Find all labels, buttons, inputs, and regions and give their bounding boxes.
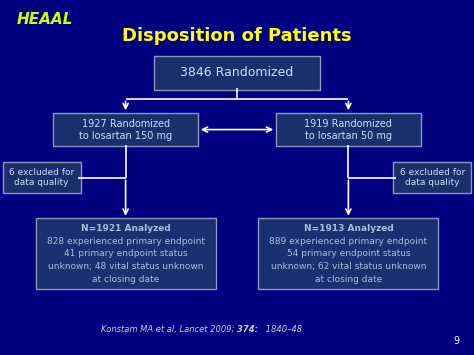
Text: unknown; 62 vital status unknown: unknown; 62 vital status unknown — [271, 262, 426, 271]
Text: N=1921 Analyzed: N=1921 Analyzed — [81, 224, 171, 233]
Text: 1919 Randomized
to losartan 50 mg: 1919 Randomized to losartan 50 mg — [304, 119, 392, 141]
FancyBboxPatch shape — [393, 162, 471, 192]
Text: N=1913 Analyzed: N=1913 Analyzed — [303, 224, 393, 233]
Text: 41 primary endpoint status: 41 primary endpoint status — [64, 249, 187, 258]
Text: 889 experienced primary endpoint: 889 experienced primary endpoint — [269, 236, 428, 246]
Text: at closing date: at closing date — [92, 275, 159, 284]
Text: 374:: 374: — [237, 325, 258, 334]
FancyBboxPatch shape — [36, 218, 216, 289]
Text: HEAAL: HEAAL — [17, 12, 73, 27]
FancyBboxPatch shape — [54, 113, 198, 146]
Text: at closing date: at closing date — [315, 275, 382, 284]
Text: 9: 9 — [454, 336, 460, 346]
Text: Disposition of Patients: Disposition of Patients — [122, 27, 352, 45]
FancyBboxPatch shape — [258, 218, 438, 289]
Text: Konstam MA et al, Lancet 2009;: Konstam MA et al, Lancet 2009; — [101, 325, 237, 334]
FancyBboxPatch shape — [2, 162, 81, 192]
FancyBboxPatch shape — [276, 113, 420, 146]
FancyBboxPatch shape — [154, 56, 320, 89]
Text: 54 primary endpoint status: 54 primary endpoint status — [287, 249, 410, 258]
Text: 828 experienced primary endpoint: 828 experienced primary endpoint — [46, 236, 205, 246]
Text: 1927 Randomized
to losartan 150 mg: 1927 Randomized to losartan 150 mg — [79, 119, 172, 141]
Text: 3846 Randomized: 3846 Randomized — [181, 66, 293, 79]
Text: 6 excluded for
data quality: 6 excluded for data quality — [400, 168, 465, 187]
Text: unknown; 48 vital status unknown: unknown; 48 vital status unknown — [48, 262, 203, 271]
Text: 6 excluded for
data quality: 6 excluded for data quality — [9, 168, 74, 187]
Text: 1840–48: 1840–48 — [263, 325, 302, 334]
